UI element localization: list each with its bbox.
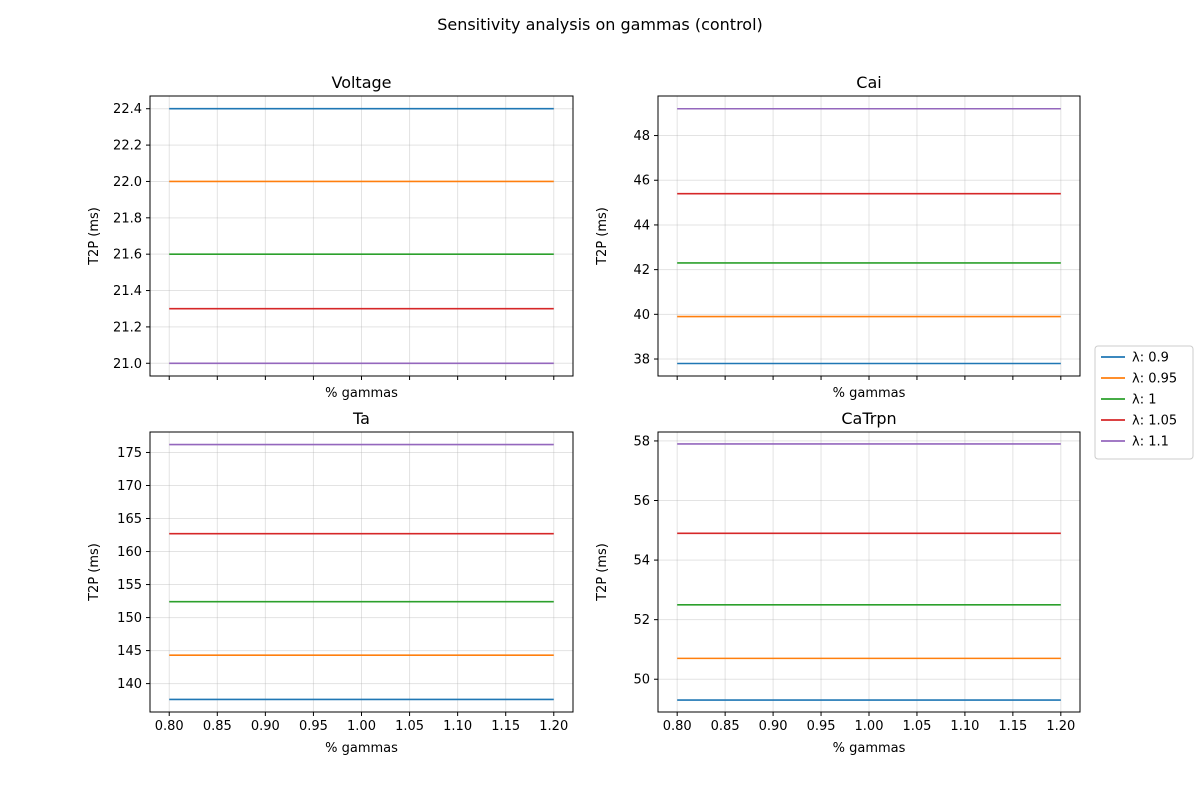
- y-axis-label: T2P (ms): [87, 543, 102, 602]
- legend-label: λ: 1.05: [1132, 414, 1177, 429]
- x-axis-label: % gammas: [325, 741, 398, 756]
- subplot-cai: 38 40 42 44 46 48 Cai % gammas T2P (ms): [595, 73, 1081, 401]
- y-tick-label: 21.8: [113, 211, 142, 226]
- subplot-title: Ta: [352, 409, 370, 428]
- x-tick-label: 1.20: [539, 719, 568, 734]
- y-tick-label: 42: [633, 263, 650, 278]
- x-tick-label: 1.10: [443, 719, 472, 734]
- y-tick-label: 170: [117, 479, 142, 494]
- subplot-title: Cai: [856, 73, 881, 92]
- y-tick-label: 22.4: [113, 102, 142, 117]
- legend-label: λ: 1.1: [1132, 435, 1169, 450]
- x-tick-label: 0.95: [807, 719, 836, 734]
- y-tick-label: 40: [633, 308, 650, 323]
- x-tick-label: 0.80: [155, 719, 184, 734]
- y-tick-label: 56: [633, 494, 650, 509]
- x-tick-label: 1.05: [395, 719, 424, 734]
- grid: [658, 96, 1080, 376]
- x-tick-label: 0.85: [203, 719, 232, 734]
- x-axis-label: % gammas: [833, 386, 906, 401]
- y-tick-label: 21.4: [113, 284, 142, 299]
- x-axis-label: % gammas: [833, 741, 906, 756]
- y-tick-label: 140: [117, 677, 142, 692]
- x-tick-label: 1.10: [950, 719, 979, 734]
- y-tick-label: 150: [117, 611, 142, 626]
- subplot-grid: 21.0 21.2 21.4 21.6 21.8 22.0 22.2 22.4 Voltage%…: [87, 73, 1081, 756]
- y-tick-label: 21.6: [113, 248, 142, 263]
- grid: [150, 96, 573, 376]
- subplot-ta: 0.80 0.85 0.90 0.95 1.00 1.05 1.10 1.15 1.20 140 1…: [87, 409, 574, 756]
- y-tick-label: 44: [633, 218, 650, 233]
- grid: [150, 432, 573, 712]
- y-tick-label: 52: [633, 613, 650, 628]
- figure-title: Sensitivity analysis on gammas (control): [437, 15, 763, 34]
- y-tick-label: 145: [117, 644, 142, 659]
- y-tick-label: 46: [633, 174, 650, 189]
- y-tick-label: 160: [117, 545, 142, 560]
- y-tick-label: 21.0: [113, 357, 142, 372]
- x-tick-label: 1.00: [855, 719, 884, 734]
- legend-entry: λ: 0.9: [1101, 351, 1169, 366]
- y-axis-label: T2P (ms): [595, 543, 610, 602]
- grid: [658, 432, 1080, 712]
- y-tick-label: 22.0: [113, 175, 142, 190]
- y-axis-label: T2P (ms): [87, 207, 102, 266]
- x-tick-label: 1.05: [902, 719, 931, 734]
- x-tick-label: 0.90: [251, 719, 280, 734]
- y-tick-label: 50: [633, 673, 650, 688]
- y-tick-label: 175: [117, 446, 142, 461]
- subplot-title: Voltage: [331, 73, 391, 92]
- subplot-title: CaTrpn: [841, 409, 896, 428]
- x-tick-label: 0.95: [299, 719, 328, 734]
- x-axis-label: % gammas: [325, 386, 398, 401]
- y-tick-label: 165: [117, 512, 142, 527]
- x-tick-label: 1.00: [347, 719, 376, 734]
- legend-label: λ: 0.9: [1132, 351, 1169, 366]
- x-tick-label: 0.85: [711, 719, 740, 734]
- y-tick-label: 21.2: [113, 320, 142, 335]
- y-axis-label: T2P (ms): [595, 207, 610, 266]
- legend-entry: λ: 1: [1101, 393, 1156, 408]
- legend-entry: λ: 1.1: [1101, 435, 1169, 450]
- y-tick-label: 58: [633, 434, 650, 449]
- y-tick-label: 54: [633, 554, 650, 569]
- subplot-voltage: 21.0 21.2 21.4 21.6 21.8 22.0 22.2 22.4 Voltage%…: [87, 73, 574, 401]
- x-tick-label: 1.15: [491, 719, 520, 734]
- y-tick-label: 22.2: [113, 139, 142, 154]
- legend-entry: λ: 0.95: [1101, 372, 1177, 387]
- legend-box: [1094, 345, 1194, 460]
- legend-label: λ: 1: [1132, 393, 1156, 408]
- y-tick-label: 38: [633, 353, 650, 368]
- legend-label: λ: 0.95: [1132, 372, 1177, 387]
- x-tick-label: 1.20: [1046, 719, 1075, 734]
- subplot-catrpn: 0.80 0.85 0.90 0.95 1.00 1.05 1.10 1.15 1.20 50 52…: [595, 409, 1081, 756]
- y-tick-label: 48: [633, 129, 650, 144]
- y-tick-label: 155: [117, 578, 142, 593]
- x-tick-label: 0.80: [663, 719, 692, 734]
- x-tick-label: 1.15: [998, 719, 1027, 734]
- x-tick-label: 0.90: [759, 719, 788, 734]
- legend: λ: 0.9 λ: 0.95 λ: 1 λ: 1.05 λ: 1.1: [1094, 345, 1194, 460]
- legend-entry: λ: 1.05: [1101, 414, 1177, 429]
